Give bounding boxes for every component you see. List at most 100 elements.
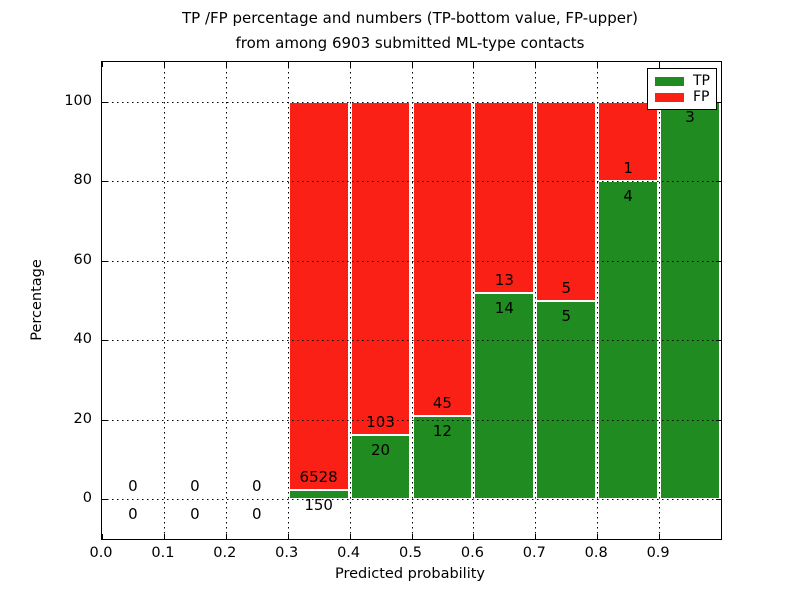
x-tick [349,534,351,539]
x-tick-label: 0.3 [275,545,299,561]
y-tick [102,260,107,262]
tp-count-label: 12 [432,421,452,440]
x-tick [225,62,227,67]
x-tick-label: 0.0 [89,545,113,561]
y-tick [102,499,107,501]
gridline-vertical [411,62,413,539]
x-tick [225,534,227,539]
x-tick [535,62,537,67]
tp-count-label: 5 [561,306,572,325]
x-tick [659,534,661,539]
tp-count-label: 4 [623,187,633,206]
x-tick [411,534,413,539]
gridline-vertical [597,62,599,539]
tp-count-label: 20 [371,440,391,459]
fp-count-label: 0 [128,477,138,496]
tp-count-label: 0 [190,505,200,524]
tp-bar-segment [412,415,473,500]
y-axis-label: Percentage [29,259,45,341]
y-tick-label: 40 [73,331,92,348]
x-tick-label: 0.5 [398,545,423,561]
x-tick-label: 0.2 [213,545,237,561]
tp-count-label: 150 [304,496,333,515]
gridline-vertical [349,62,351,539]
x-tick [163,62,165,67]
x-tick-label: 0.9 [646,545,670,561]
fp-bar-segment [474,101,535,294]
x-tick-label: 0.6 [460,545,484,561]
y-tick [716,260,721,262]
x-tick [102,62,103,67]
x-axis-label: Predicted probability [334,566,486,582]
x-tick-label: 0.4 [337,545,361,561]
x-tick-label: 0.8 [584,545,608,561]
x-tick [473,534,475,539]
legend: TP FP [647,68,717,110]
x-tick [102,534,103,539]
fp-bar-segment [350,101,411,435]
legend-label-tp: TP [693,73,710,89]
fp-count-label: 5 [561,278,572,297]
gridline-vertical [473,62,475,539]
chart-title-line2: from among 6903 submitted ML-type contac… [235,34,585,52]
y-tick-label: 60 [73,251,92,268]
x-tick [535,534,537,539]
tp-bar-segment [350,434,411,500]
x-tick [163,534,165,539]
tp-count-label: 3 [685,107,695,126]
x-tick [287,534,289,539]
fp-count-label: 1 [623,159,633,178]
x-tick [473,62,475,67]
y-tick [102,340,107,342]
chart-title-line1: TP /FP percentage and numbers (TP-bottom… [182,9,638,27]
legend-item-fp: FP [655,90,710,104]
fp-bar-segment [288,101,349,491]
y-tick [102,181,107,183]
tp-bar-segment [474,293,535,500]
y-tick [102,101,107,103]
gridline-vertical [659,62,661,539]
fp-bar-segment [598,101,659,182]
y-tick [716,340,721,342]
legend-item-tp: TP [655,74,710,88]
fp-count-label: 0 [251,477,262,496]
gridline-vertical [535,62,537,539]
x-tick [597,62,599,67]
gridline-vertical [163,62,165,539]
chart-title: TP /FP percentage and numbers (TP-bottom… [10,6,800,56]
legend-swatch-fp [655,92,684,102]
fp-bar-segment [536,101,597,301]
y-tick-label: 80 [73,172,92,189]
fp-bar-segment [412,101,473,416]
y-tick [716,101,721,103]
x-tick-label: 0.7 [522,545,546,561]
gridline-vertical [225,62,227,539]
y-tick-label: 0 [82,490,92,507]
y-tick [716,181,721,183]
legend-swatch-tp [655,76,684,86]
y-tick [102,419,107,421]
tp-count-label: 14 [494,299,514,318]
x-tick [349,62,351,67]
fp-count-label: 45 [432,393,452,412]
tp-count-label: 0 [128,505,138,524]
tp-bar-segment [288,490,349,500]
y-tick [716,499,721,501]
x-tick [597,534,599,539]
x-tick [411,62,413,67]
x-tick [287,62,289,67]
fp-count-label: 103 [366,412,395,431]
tp-bar-segment [536,300,597,500]
y-tick-label: 20 [73,410,92,427]
fp-count-label: 13 [494,271,514,290]
fp-count-label: 0 [190,477,200,496]
y-tick-label: 100 [64,92,92,109]
x-tick [659,62,661,67]
legend-label-fp: FP [693,89,710,105]
y-tick [716,419,721,421]
tp-count-label: 0 [251,505,262,524]
tp-bar-segment [660,101,720,500]
x-tick-label: 0.1 [151,545,175,561]
